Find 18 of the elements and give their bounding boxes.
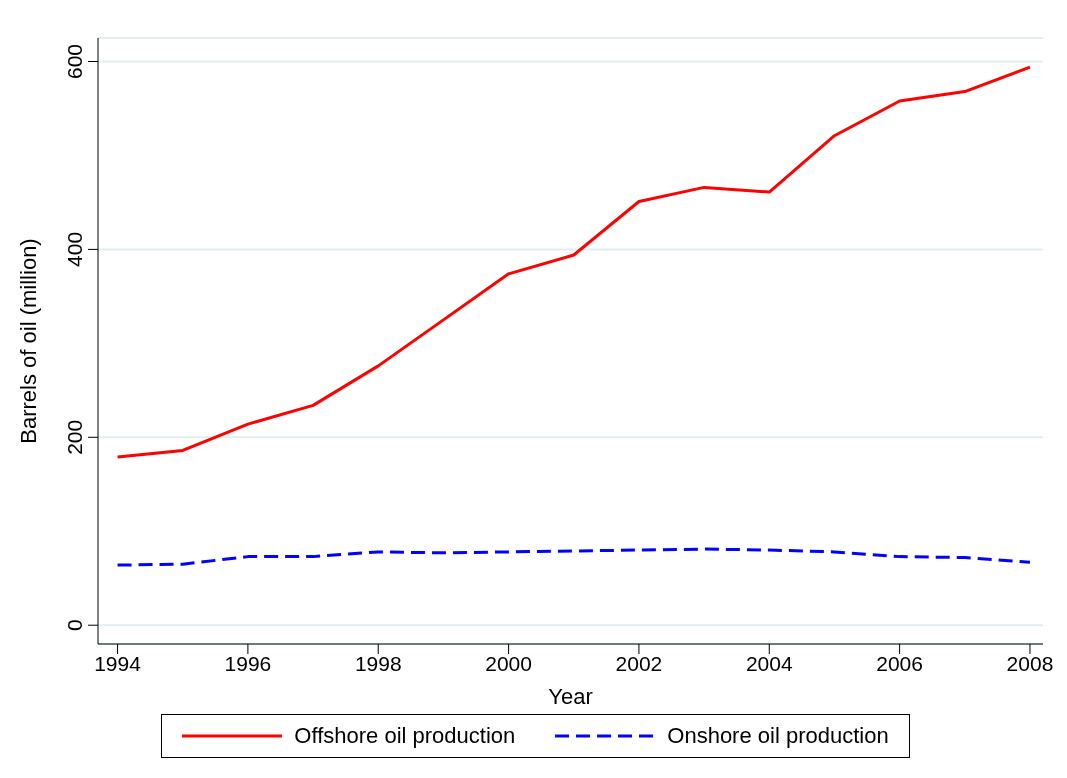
x-tick-label: 1996 (224, 651, 272, 675)
y-tick-label: 400 (63, 231, 86, 267)
y-tick-label: 200 (63, 419, 86, 455)
x-tick-label: 2002 (615, 651, 663, 675)
y-tick-label: 0 (63, 619, 86, 632)
x-tick-label: 2006 (876, 651, 923, 675)
line-series (116, 65, 1032, 459)
x-tick-label: 2000 (485, 651, 532, 675)
y-tick-label: 600 (63, 43, 86, 80)
x-tick-label: 1994 (94, 651, 142, 675)
x-axis-title: Year (548, 684, 593, 709)
x-tick-label: 2004 (745, 651, 793, 675)
x-tick-label: 2008 (1006, 651, 1054, 675)
y-axis-title: Barrels of oil (million) (15, 238, 41, 444)
legend-label: Onshore oil production (667, 723, 889, 749)
legend-label: Offshore oil production (294, 723, 516, 749)
x-tick-label: 1998 (354, 651, 402, 675)
line-series (116, 547, 1032, 567)
